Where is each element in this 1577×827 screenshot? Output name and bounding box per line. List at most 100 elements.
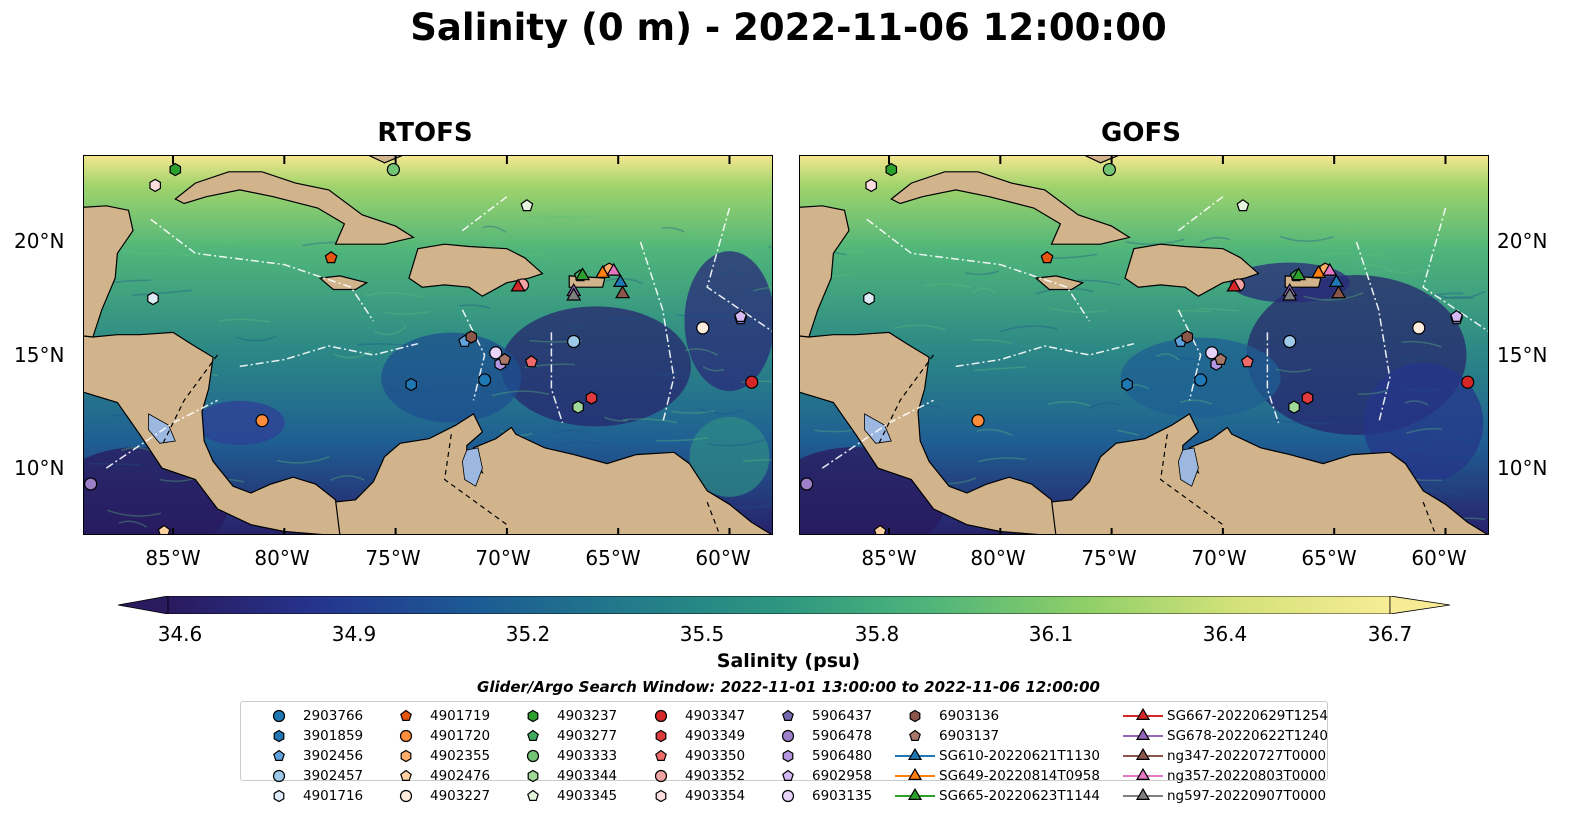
eddy-streak (1403, 387, 1442, 392)
legend-marker (655, 729, 667, 743)
eddy-streak (1401, 340, 1442, 348)
lat-tick-label: 15°N (1497, 343, 1548, 367)
eez-boundary (239, 342, 419, 368)
eddy-streak (161, 236, 210, 242)
eddy-streak (565, 323, 589, 328)
legend-marker-icon (781, 789, 795, 803)
eddy-streak (365, 292, 424, 299)
eez-boundary (1266, 332, 1280, 424)
legend-marker (1135, 768, 1151, 780)
lat-tick-label: 10°N (14, 456, 65, 480)
legend-marker-icon (1123, 788, 1163, 800)
legend-label: 4903349 (685, 728, 746, 744)
eddy-streak (112, 279, 151, 284)
legend-marker-icon (655, 789, 667, 803)
legend-marker (909, 709, 921, 723)
legend-marker (1135, 788, 1151, 800)
eddy-streak (1357, 389, 1389, 395)
legend-marker-icon (782, 709, 794, 721)
lon-tick-label: 70°W (1191, 546, 1247, 570)
salinity-patch (194, 400, 285, 445)
legend-label: 4902355 (430, 748, 491, 764)
float-marker (572, 400, 584, 414)
float-marker (489, 346, 503, 360)
legend-marker-icon (1123, 768, 1163, 780)
eddy-streak (522, 215, 580, 221)
eddy-streak (1402, 353, 1429, 361)
float-marker (745, 375, 759, 389)
colorbar-tick-label: 36.7 (1367, 622, 1413, 646)
eez-boundary (1355, 241, 1391, 424)
eddy-streak (198, 238, 243, 244)
float-marker (734, 309, 748, 322)
eddy-streak (458, 304, 491, 309)
figure-title: Salinity (0 m) - 2022-11-06 12:00:00 (410, 6, 1167, 49)
legend-label: SG678-20220622T1240 (1167, 728, 1328, 744)
lat-tick-label: 20°N (1497, 229, 1548, 253)
float-marker (1461, 375, 1475, 389)
legend-marker-icon (1123, 708, 1163, 720)
eddy-streak (972, 339, 1013, 344)
eddy-streak (753, 286, 772, 292)
eddy-streak (707, 438, 767, 447)
eddy-streak (1179, 399, 1213, 405)
eddy-streak (1356, 264, 1393, 272)
legend-marker (907, 768, 923, 780)
legend-label: 3901859 (303, 728, 364, 744)
legend-label: 4903350 (685, 748, 746, 764)
legend-label: 4903352 (685, 768, 746, 784)
eez-boundary (955, 342, 1135, 368)
float-marker (873, 524, 887, 534)
legend-marker-icon (781, 729, 795, 743)
float-marker (863, 291, 875, 306)
eddy-streak (87, 462, 142, 466)
eddy-streak (646, 232, 697, 240)
legend-marker-icon (654, 769, 668, 783)
float-marker (606, 262, 622, 276)
eddy-streak (655, 437, 709, 442)
legend: 2903766 3901859 3902456 3902457 4901716 49017… (240, 701, 1328, 804)
eddy-streak (118, 520, 148, 528)
legend-marker (907, 748, 923, 760)
float-marker (1311, 264, 1327, 279)
legend-marker-icon (399, 789, 413, 803)
lon-tick-label: 70°W (475, 546, 531, 570)
eez-boundary (150, 218, 375, 322)
legend-marker (399, 729, 413, 743)
legend-label: 3902457 (303, 768, 364, 784)
legend-marker-icon (782, 769, 794, 781)
float-marker (971, 414, 985, 428)
legend-marker (655, 789, 667, 803)
legend-label: 4901720 (430, 728, 491, 744)
float-marker (84, 477, 98, 491)
legend-marker (782, 769, 794, 781)
eez-boundary (461, 309, 486, 401)
legend-label: 5906478 (812, 728, 873, 744)
eddy-streak (661, 226, 685, 233)
legend-marker (655, 749, 667, 761)
colorbar-extend-low (117, 595, 169, 615)
legend-marker (273, 729, 285, 743)
float-marker (1214, 352, 1228, 365)
legend-label: 2903766 (303, 708, 364, 724)
salinity-patch (1363, 362, 1484, 483)
legend-label: SG667-20220629T1254 (1167, 708, 1328, 724)
float-marker (567, 334, 581, 349)
eddy-streak (1048, 307, 1108, 313)
float-marker (1040, 251, 1054, 264)
lon-tick-label: 65°W (1301, 546, 1357, 570)
country-border (1159, 434, 1224, 526)
colorbar-tick-label: 35.2 (505, 622, 551, 646)
legend-label: SG610-20220621T1130 (939, 748, 1100, 764)
colorbar-label: Salinity (psu) (716, 650, 861, 672)
float-marker (324, 251, 338, 264)
eez-boundary (1177, 309, 1202, 401)
eddy-streak (1319, 224, 1378, 231)
float-marker (612, 274, 628, 287)
float-marker (1121, 377, 1133, 392)
float-marker (498, 352, 512, 365)
legend-marker (527, 709, 539, 723)
legend-label: 4903237 (557, 708, 618, 724)
eddy-streak (1078, 279, 1121, 286)
legend-label: 4903354 (685, 788, 746, 804)
